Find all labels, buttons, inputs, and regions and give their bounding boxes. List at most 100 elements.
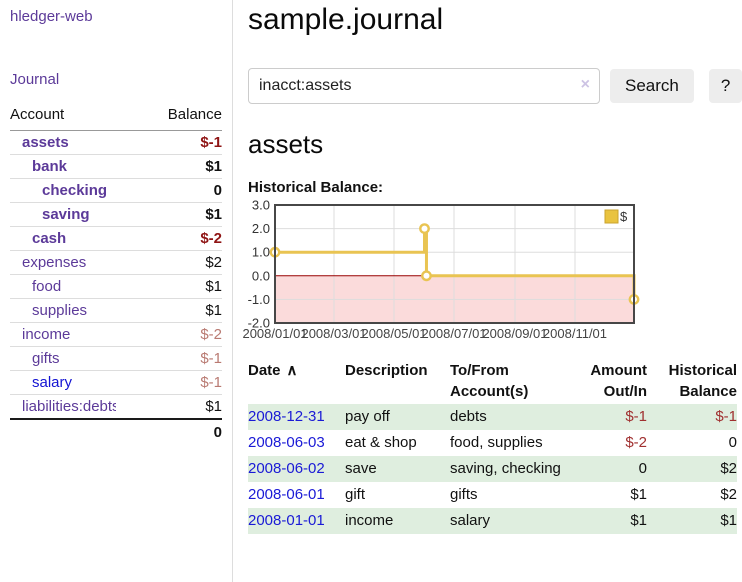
accounts-table: Account Balance assets $-1 bank $1 checking 0… bbox=[10, 102, 222, 445]
account-balance: $1 bbox=[205, 206, 222, 223]
column-header-date[interactable]: Date ∧ bbox=[248, 362, 298, 379]
transaction-row[interactable]: 2008-01-01 income salary $1 $1 bbox=[248, 508, 737, 534]
transaction-description: save bbox=[345, 456, 450, 482]
transactions-table: Date ∧ Description To/From Account(s) Amo… bbox=[248, 358, 737, 534]
transaction-date-link[interactable]: 2008-06-02 bbox=[248, 460, 325, 477]
balance-chart: $3.0 2.0 1.0 0.0 -1.0 -2.02008/01/012008/03/0… bbox=[242, 198, 640, 341]
sidebar: hledger-web Journal Account Balance asse… bbox=[0, 0, 233, 582]
x-axis-label: 2008/07/01 bbox=[421, 326, 486, 341]
account-row: food $1 bbox=[10, 274, 222, 299]
nav-journal-link[interactable]: Journal bbox=[10, 71, 60, 88]
column-header-amount: Amount Out/In bbox=[590, 362, 647, 400]
transaction-amount: $-2 bbox=[625, 434, 647, 451]
account-row: saving $1 bbox=[10, 202, 222, 227]
accounts-total-value: 0 bbox=[116, 418, 222, 445]
transaction-date-cell: 2008-01-01 bbox=[248, 508, 345, 534]
account-row: supplies $1 bbox=[10, 298, 222, 323]
x-axis-label: 2008/01/01 bbox=[242, 326, 307, 341]
legend-label: $ bbox=[620, 209, 628, 224]
help-button[interactable]: ? bbox=[708, 69, 742, 103]
account-balance: $2 bbox=[205, 254, 222, 271]
account-link[interactable]: food bbox=[32, 278, 62, 295]
search-input[interactable] bbox=[248, 68, 600, 104]
search-row: × Search ? bbox=[248, 68, 742, 104]
account-link[interactable]: bank bbox=[32, 158, 68, 175]
account-link[interactable]: expenses bbox=[22, 254, 87, 271]
account-balance: $-2 bbox=[200, 230, 222, 247]
account-link[interactable]: assets bbox=[22, 134, 69, 151]
account-link[interactable]: supplies bbox=[32, 302, 88, 319]
transaction-row[interactable]: 2008-06-03 eat & shop food, supplies $-2 0 bbox=[248, 430, 737, 456]
historical-balance-label: Historical Balance: bbox=[248, 179, 384, 196]
transaction-accounts: debts bbox=[450, 404, 565, 430]
transaction-date-cell: 2008-06-02 bbox=[248, 456, 345, 482]
account-row: liabilities:debts $1 bbox=[10, 394, 222, 420]
transaction-balance: 0 bbox=[728, 434, 737, 451]
transaction-amount: $-1 bbox=[565, 404, 647, 430]
account-link[interactable]: salary bbox=[32, 374, 73, 391]
account-link[interactable]: income bbox=[22, 326, 71, 343]
account-row: salary $-1 bbox=[10, 370, 222, 395]
y-axis-label: 1.0 bbox=[252, 245, 270, 260]
transaction-balance: $-1 bbox=[647, 404, 737, 430]
account-row: bank $1 bbox=[10, 154, 222, 179]
main-content: sample.journal × Search ? assets Histori… bbox=[242, 0, 742, 534]
account-link[interactable]: gifts bbox=[32, 350, 60, 367]
account-row: cash $-2 bbox=[10, 226, 222, 251]
y-axis-label: 3.0 bbox=[252, 198, 270, 213]
transaction-amount: 0 bbox=[565, 456, 647, 482]
transaction-balance: $2 bbox=[720, 486, 737, 503]
account-row: gifts $-1 bbox=[10, 346, 222, 371]
account-link[interactable]: liabilities:debts bbox=[22, 398, 116, 415]
transaction-row[interactable]: 2008-12-31 pay off debts $-1 $-1 bbox=[248, 404, 737, 430]
transaction-date-link[interactable]: 2008-06-01 bbox=[248, 486, 325, 503]
y-axis-label: -2.0 bbox=[248, 316, 270, 331]
transaction-row[interactable]: 2008-06-02 save saving, checking 0 $2 bbox=[248, 456, 737, 482]
account-link[interactable]: checking bbox=[42, 182, 108, 199]
x-axis-label: 2008/09/01 bbox=[482, 326, 547, 341]
transaction-accounts: salary bbox=[450, 508, 565, 534]
y-axis-label: 2.0 bbox=[252, 221, 270, 236]
accounts-header-account: Account bbox=[10, 102, 116, 131]
clear-search-icon[interactable]: × bbox=[580, 76, 590, 93]
x-axis-label: 2008/05/01 bbox=[361, 326, 426, 341]
sort-asc-icon: ∧ bbox=[286, 362, 298, 379]
legend: $ bbox=[604, 209, 628, 224]
account-row: assets $-1 bbox=[10, 131, 222, 155]
account-balance: $1 bbox=[205, 158, 222, 175]
account-balance: $-1 bbox=[200, 374, 222, 391]
transaction-date-link[interactable]: 2008-06-03 bbox=[248, 434, 325, 451]
column-header-accounts: To/From Account(s) bbox=[450, 362, 529, 400]
transaction-date-link[interactable]: 2008-12-31 bbox=[248, 408, 325, 425]
legend-swatch bbox=[604, 209, 619, 224]
account-row: income $-2 bbox=[10, 322, 222, 347]
transaction-description: income bbox=[345, 508, 450, 534]
account-balance: $-2 bbox=[200, 326, 222, 343]
transaction-description: eat & shop bbox=[345, 434, 417, 451]
account-row: expenses $2 bbox=[10, 250, 222, 275]
page-title: sample.journal bbox=[248, 3, 444, 36]
x-axis-label: 2008/03/01 bbox=[301, 326, 366, 341]
transaction-balance: $2 bbox=[647, 456, 737, 482]
account-balance: $1 bbox=[205, 398, 222, 415]
transaction-date-cell: 2008-06-03 bbox=[248, 430, 345, 456]
transaction-row[interactable]: 2008-06-01 gift gifts $1 $2 bbox=[248, 482, 737, 508]
account-link[interactable]: cash bbox=[32, 230, 67, 247]
transaction-accounts: saving, checking bbox=[450, 456, 565, 482]
account-balance: $1 bbox=[205, 302, 222, 319]
search-button[interactable]: Search bbox=[610, 69, 694, 103]
account-balance: $-1 bbox=[200, 350, 222, 367]
account-link[interactable]: saving bbox=[42, 206, 90, 223]
transaction-balance: $1 bbox=[647, 508, 737, 534]
transaction-accounts: food, supplies bbox=[450, 434, 543, 451]
brand-link[interactable]: hledger-web bbox=[10, 8, 93, 25]
transaction-amount: $1 bbox=[565, 508, 647, 534]
accounts-total-row: 0 bbox=[10, 418, 222, 445]
y-axis-label: 0.0 bbox=[252, 268, 270, 283]
transaction-date-cell: 2008-06-01 bbox=[248, 482, 345, 508]
transaction-description: gift bbox=[345, 486, 366, 503]
transaction-date-link[interactable]: 2008-01-01 bbox=[248, 512, 325, 529]
transaction-date-cell: 2008-12-31 bbox=[248, 404, 345, 430]
accounts-header-balance: Balance bbox=[116, 102, 222, 131]
column-header-balance: Historical Balance bbox=[668, 362, 737, 400]
